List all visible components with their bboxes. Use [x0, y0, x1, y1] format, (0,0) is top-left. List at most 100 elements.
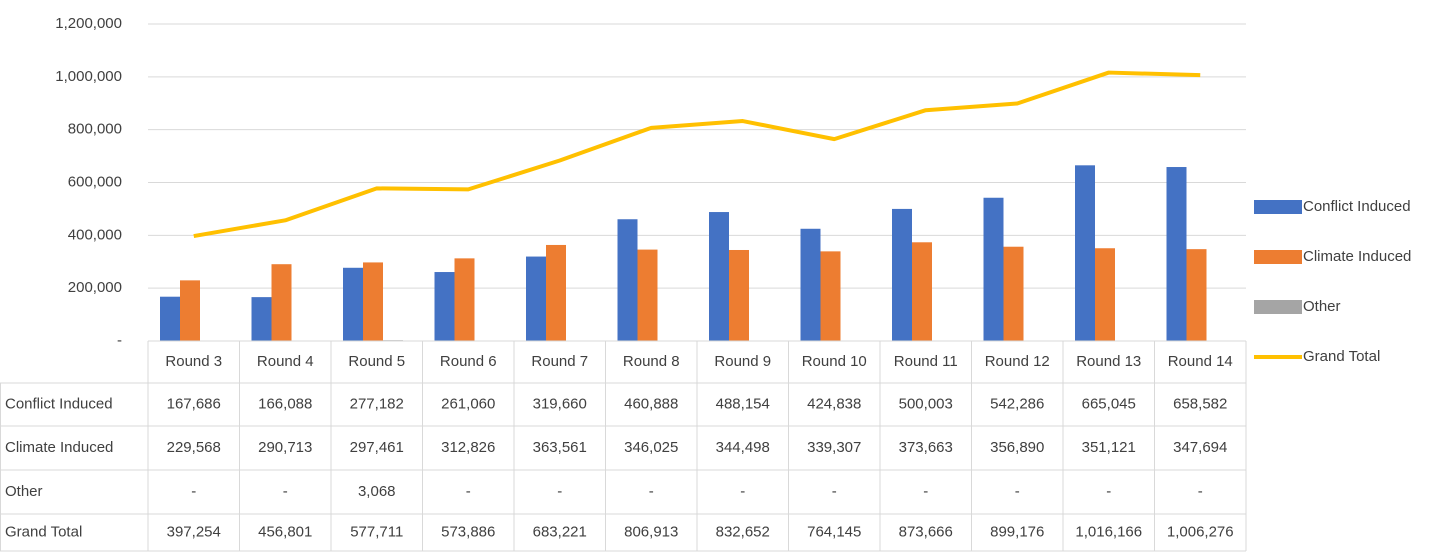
legend-label: Conflict Induced: [1303, 198, 1411, 215]
data-label: 573,886: [441, 523, 495, 540]
data-label: -: [923, 483, 928, 500]
y-tick-label: 1,200,000: [55, 15, 122, 32]
bar: [1095, 248, 1115, 341]
bar: [271, 264, 292, 341]
bar: [546, 244, 566, 341]
bar: [1166, 167, 1187, 341]
table-row-label: Other: [5, 483, 43, 500]
bar: [434, 272, 455, 341]
bar: [983, 197, 1004, 341]
data-label: 166,088: [258, 395, 312, 412]
bar: [180, 280, 200, 341]
legend-label: Grand Total: [1303, 348, 1380, 365]
x-tick-label: Round 12: [985, 353, 1050, 370]
x-tick-label: Round 8: [623, 353, 680, 370]
data-label: 899,176: [990, 523, 1044, 540]
x-tick-label: Round 9: [714, 353, 771, 370]
data-label: 3,068: [358, 483, 396, 500]
bar: [617, 219, 638, 341]
data-label: 832,652: [716, 523, 770, 540]
bar: [1003, 246, 1024, 341]
bar: [729, 249, 749, 341]
bar: [912, 242, 932, 341]
bar: [820, 251, 841, 341]
data-label: 397,254: [167, 523, 221, 540]
y-tick-label: 800,000: [68, 121, 122, 138]
x-tick-label: Round 7: [531, 353, 588, 370]
data-label: 658,582: [1173, 395, 1227, 412]
bar: [343, 267, 363, 341]
table-row-label: Conflict Induced: [5, 395, 113, 412]
bar: [160, 296, 180, 341]
data-label: 373,663: [899, 439, 953, 456]
data-label: -: [1015, 483, 1020, 500]
bar: [526, 256, 546, 341]
data-label: 1,016,166: [1075, 523, 1142, 540]
data-label: 297,461: [350, 439, 404, 456]
x-tick-label: Round 3: [165, 353, 222, 370]
data-label: 356,890: [990, 439, 1044, 456]
data-label: 424,838: [807, 395, 861, 412]
data-label: 339,307: [807, 439, 861, 456]
table-row-label: Climate Induced: [5, 439, 113, 456]
bar: [251, 297, 272, 341]
legend-label: Other: [1303, 298, 1341, 315]
data-label: -: [649, 483, 654, 500]
y-tick-label: 200,000: [68, 279, 122, 296]
bar: [892, 208, 912, 341]
line-series: [193, 70, 1201, 239]
data-label: -: [466, 483, 471, 500]
legend-swatch: [1254, 200, 1302, 214]
data-label: 351,121: [1082, 439, 1136, 456]
data-label: 873,666: [899, 523, 953, 540]
data-label: -: [191, 483, 196, 500]
y-tick-label: 1,000,000: [55, 68, 122, 85]
data-label: 290,713: [258, 439, 312, 456]
x-tick-label: Round 4: [257, 353, 314, 370]
y-tick-label: -: [117, 332, 122, 349]
data-label: 577,711: [350, 523, 403, 540]
data-label: -: [1198, 483, 1203, 500]
data-label: 312,826: [441, 439, 495, 456]
data-label: 683,221: [533, 523, 587, 540]
bar: [363, 262, 383, 341]
data-label: 261,060: [441, 395, 495, 412]
bar: [709, 212, 729, 341]
data-label: 500,003: [899, 395, 953, 412]
bar: [800, 228, 821, 341]
data-label: 1,006,276: [1167, 523, 1234, 540]
data-label: 344,498: [716, 439, 770, 456]
data-label: 456,801: [258, 523, 312, 540]
data-label: -: [1106, 483, 1111, 500]
x-tick-label: Round 10: [802, 353, 867, 370]
data-label: 167,686: [167, 395, 221, 412]
data-label: -: [740, 483, 745, 500]
data-label: 460,888: [624, 395, 678, 412]
bar: [454, 258, 475, 341]
data-label: 542,286: [990, 395, 1044, 412]
legend-label: Climate Induced: [1303, 248, 1411, 265]
data-label: 347,694: [1173, 439, 1227, 456]
data-label: -: [283, 483, 288, 500]
x-tick-label: Round 6: [440, 353, 497, 370]
legend-swatch: [1254, 300, 1302, 314]
data-label: -: [832, 483, 837, 500]
data-label: 665,045: [1082, 395, 1136, 412]
data-label: 319,660: [533, 395, 587, 412]
y-tick-label: 600,000: [68, 173, 122, 190]
data-label: -: [557, 483, 562, 500]
data-label: 277,182: [350, 395, 404, 412]
x-tick-label: Round 11: [894, 353, 958, 370]
bar: [1075, 165, 1095, 341]
data-label: 363,561: [533, 439, 587, 456]
y-tick-label: 400,000: [68, 226, 122, 243]
bar: [637, 249, 658, 341]
bar: [1186, 249, 1207, 341]
table-row-label: Grand Total: [5, 523, 82, 540]
data-label: 806,913: [624, 523, 678, 540]
x-tick-label: Round 14: [1168, 353, 1233, 370]
x-tick-label: Round 13: [1076, 353, 1141, 370]
data-label: 229,568: [167, 439, 221, 456]
data-label: 488,154: [716, 395, 770, 412]
